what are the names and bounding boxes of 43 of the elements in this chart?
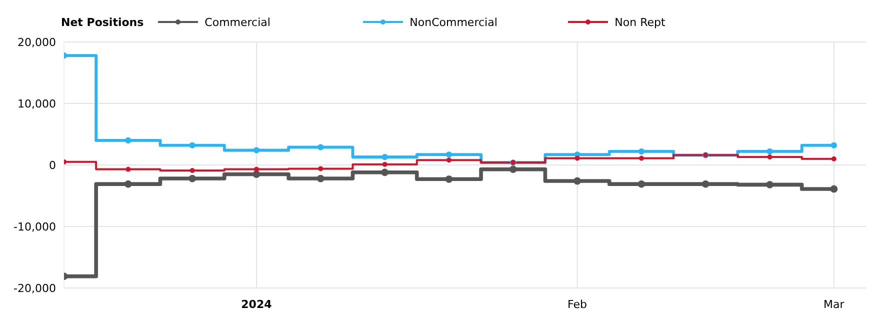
point (766, 148, 773, 155)
point (189, 142, 196, 148)
point (125, 137, 132, 144)
y-tick-label: 20,000 (18, 36, 56, 49)
point (318, 144, 324, 150)
legend-label: Commercial (204, 16, 270, 28)
point (702, 180, 710, 188)
point (638, 148, 645, 155)
point (188, 174, 196, 182)
point (252, 170, 260, 178)
point (445, 175, 453, 183)
point (446, 158, 452, 163)
point (254, 166, 259, 172)
point (318, 166, 324, 172)
chart-title: Net Positions (61, 16, 144, 28)
point (830, 185, 838, 193)
point (830, 142, 838, 148)
y-tick-label: 0 (49, 158, 56, 172)
legend-label: Non Rept (614, 16, 666, 28)
legend-label: NonCommercial (410, 16, 498, 28)
point (316, 174, 324, 182)
point (509, 166, 517, 174)
x-tick-label: Feb (568, 298, 588, 311)
point (382, 162, 388, 167)
y-tick-label: -10,000 (14, 220, 56, 234)
point (767, 154, 772, 160)
point (190, 168, 195, 174)
point (126, 166, 131, 172)
x-tick-label: 2024 (241, 298, 272, 311)
point (381, 168, 388, 176)
point (124, 180, 132, 188)
point (831, 156, 836, 162)
x-tick-label: Mar (824, 298, 845, 311)
point (574, 177, 581, 185)
point (382, 154, 388, 160)
point (446, 151, 452, 158)
point (574, 156, 580, 161)
point (253, 147, 260, 154)
y-tick-label: 10,000 (18, 97, 56, 110)
point (638, 180, 646, 188)
y-tick-label: -20,000 (14, 282, 56, 295)
point (638, 156, 644, 161)
point (766, 180, 774, 188)
